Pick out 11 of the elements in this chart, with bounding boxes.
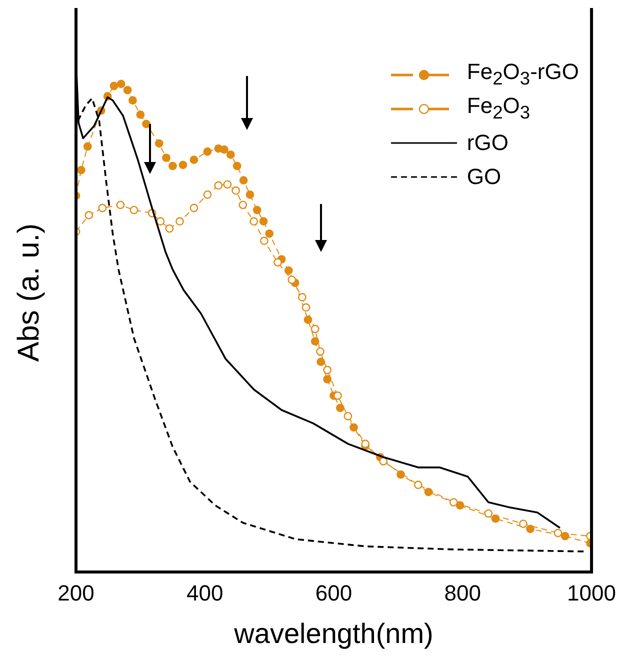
legend-label: Fe$_{2}$O$_{3}$ (466, 92, 530, 124)
x-tick-label: 200 (58, 580, 94, 606)
x-tick-label: 400 (186, 580, 224, 606)
legend-label: rGO (466, 129, 508, 157)
legend-label: GO (466, 163, 502, 191)
y-axis-title: Abs (a. u.) (12, 223, 46, 362)
x-tick-label: 1000 (567, 580, 616, 606)
legend-label: Fe$_{2}$O$_{3}$-rGO (466, 58, 579, 88)
x-tick-label: 600 (315, 580, 352, 606)
x-tick-label: 800 (444, 580, 482, 606)
x-axis-title: wavelength(nm) (233, 618, 434, 649)
